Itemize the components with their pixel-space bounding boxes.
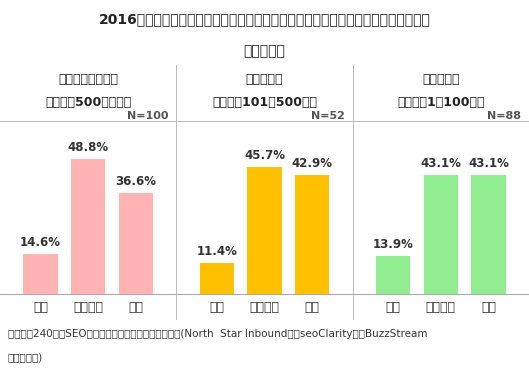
Bar [71, 159, 105, 295]
Bar [118, 193, 153, 295]
Bar [424, 174, 458, 295]
Text: 増額: 増額 [481, 301, 496, 314]
Bar [248, 167, 281, 295]
Text: ほぼ同額: ほぼ同額 [250, 301, 279, 314]
Text: N=88: N=88 [487, 111, 521, 121]
Text: ほぼ同額: ほぼ同額 [426, 301, 456, 314]
Text: ソース：240名のSEOプロフェッショナルに対する調査(North  Star Inbound社、seoClarity社、BuzzStream: ソース：240名のSEOプロフェッショナルに対する調査(North Star I… [8, 329, 427, 339]
Text: （従業員101～500人）: （従業員101～500人） [212, 96, 317, 109]
Text: 13.9%: 13.9% [373, 238, 414, 251]
Text: 減額: 減額 [386, 301, 401, 314]
Bar [376, 256, 411, 295]
Text: 減額: 減額 [33, 301, 48, 314]
Text: 企業規模別: 企業規模別 [243, 44, 286, 58]
Text: 48.8%: 48.8% [68, 141, 109, 154]
Text: 42.9%: 42.9% [291, 157, 333, 170]
Text: N=100: N=100 [127, 111, 168, 121]
Bar [200, 263, 234, 295]
Text: （従業員500人以上）: （従業員500人以上） [45, 96, 131, 109]
Bar [295, 175, 330, 295]
Text: 11.4%: 11.4% [196, 245, 238, 258]
Text: エンタープライズ: エンタープライズ [58, 73, 118, 86]
Text: 45.7%: 45.7% [244, 149, 285, 162]
Text: 増額: 増額 [305, 301, 320, 314]
Text: N=52: N=52 [311, 111, 345, 121]
Text: 増額: 増額 [128, 301, 143, 314]
Text: （従業員1～100人）: （従業員1～100人） [397, 96, 485, 109]
Text: 14.6%: 14.6% [20, 236, 61, 249]
Text: ほぼ同額: ほぼ同額 [73, 301, 103, 314]
Bar [471, 174, 506, 295]
Text: 2016年と対比して、リンクビルディングにどの程度の予算支出を予定しているか？: 2016年と対比して、リンクビルディングにどの程度の予算支出を予定しているか？ [98, 13, 431, 26]
Text: 中規模企業: 中規模企業 [246, 73, 283, 86]
Text: 減額: 減額 [209, 301, 224, 314]
Text: 社にて実施): 社にて実施) [8, 352, 43, 362]
Text: 36.6%: 36.6% [115, 174, 156, 187]
Bar [23, 254, 58, 295]
Text: 43.1%: 43.1% [468, 157, 509, 170]
Text: 小規模企業: 小規模企業 [422, 73, 460, 86]
Text: 43.1%: 43.1% [421, 157, 461, 170]
